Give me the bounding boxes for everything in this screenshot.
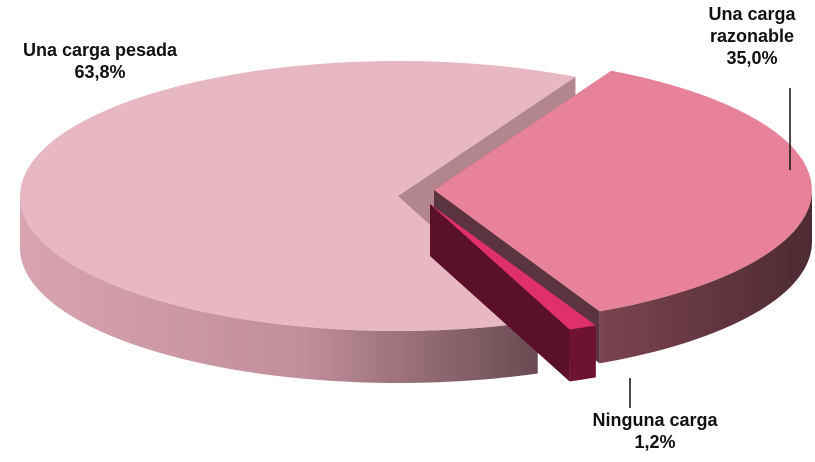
slice-ninguna-carga-top (430, 204, 596, 330)
slice-ninguna-carga-label: Ninguna carga 1,2% (592, 410, 718, 452)
label-line: 1,2% (634, 432, 675, 452)
slice-ninguna-carga-wall-0 (430, 204, 596, 378)
slice-una-carga-razonable-label: Una carga razonable 35,0% (708, 4, 796, 68)
slice-una-carga-razonable-side (599, 190, 812, 364)
slice-ninguna-carga-side (569, 325, 596, 382)
label-line: Una carga pesada (23, 40, 178, 60)
label-line: 63,8% (74, 62, 125, 82)
slice-una-carga-pesada-label: Una carga pesada 63,8% (23, 40, 178, 82)
slice-una-carga-pesada-side (20, 196, 538, 383)
label-line: Una carga (708, 4, 796, 24)
slice-una-carga-razonable-top (434, 70, 812, 312)
slice-una-carga-pesada-top (20, 60, 576, 331)
label-line: 35,0% (726, 48, 777, 68)
label-line: razonable (710, 26, 794, 46)
label-line: Ninguna carga (592, 410, 718, 430)
slice-ninguna-carga (430, 204, 596, 382)
